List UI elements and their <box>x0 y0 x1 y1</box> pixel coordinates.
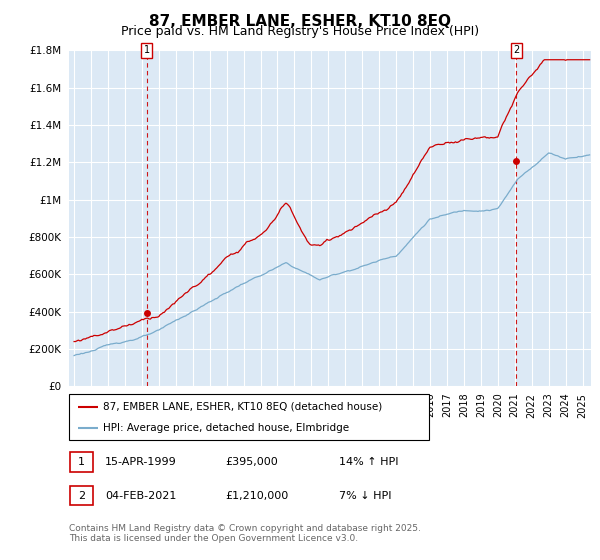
Text: HPI: Average price, detached house, Elmbridge: HPI: Average price, detached house, Elmb… <box>103 423 349 433</box>
Text: £1,210,000: £1,210,000 <box>225 491 288 501</box>
Text: 04-FEB-2021: 04-FEB-2021 <box>105 491 176 501</box>
Text: 14% ↑ HPI: 14% ↑ HPI <box>339 457 398 467</box>
FancyBboxPatch shape <box>70 452 93 472</box>
Text: 7% ↓ HPI: 7% ↓ HPI <box>339 491 391 501</box>
Text: Price paid vs. HM Land Registry's House Price Index (HPI): Price paid vs. HM Land Registry's House … <box>121 25 479 38</box>
Text: 1: 1 <box>78 457 85 467</box>
Text: 87, EMBER LANE, ESHER, KT10 8EQ: 87, EMBER LANE, ESHER, KT10 8EQ <box>149 14 451 29</box>
Text: This data is licensed under the Open Government Licence v3.0.: This data is licensed under the Open Gov… <box>69 534 358 543</box>
Text: 2: 2 <box>513 45 520 55</box>
Text: 87, EMBER LANE, ESHER, KT10 8EQ (detached house): 87, EMBER LANE, ESHER, KT10 8EQ (detache… <box>103 402 382 412</box>
Text: £395,000: £395,000 <box>225 457 278 467</box>
Text: 15-APR-1999: 15-APR-1999 <box>105 457 177 467</box>
FancyBboxPatch shape <box>70 486 93 505</box>
Text: Contains HM Land Registry data © Crown copyright and database right 2025.: Contains HM Land Registry data © Crown c… <box>69 524 421 533</box>
Text: 2: 2 <box>78 491 85 501</box>
Text: 1: 1 <box>144 45 150 55</box>
FancyBboxPatch shape <box>69 394 429 440</box>
